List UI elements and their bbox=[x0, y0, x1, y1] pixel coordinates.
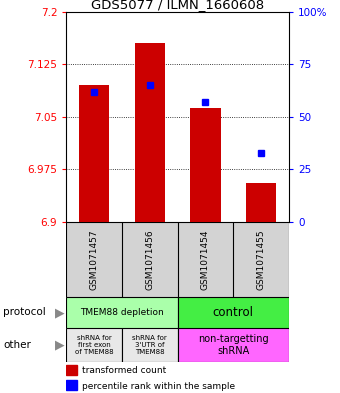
Text: GSM1071455: GSM1071455 bbox=[257, 229, 266, 290]
Text: GSM1071454: GSM1071454 bbox=[201, 229, 210, 290]
Bar bbox=[246, 184, 276, 222]
Text: ▶: ▶ bbox=[55, 338, 64, 351]
Text: shRNA for
3'UTR of
TMEM88: shRNA for 3'UTR of TMEM88 bbox=[133, 335, 167, 355]
Bar bbox=[122, 328, 178, 362]
Bar bbox=[178, 328, 289, 362]
Bar bbox=[79, 85, 109, 222]
Bar bbox=[66, 380, 76, 391]
Bar bbox=[135, 43, 165, 222]
Text: GSM1071456: GSM1071456 bbox=[145, 229, 154, 290]
Bar bbox=[66, 365, 76, 375]
Bar bbox=[66, 328, 122, 362]
Text: ▶: ▶ bbox=[55, 306, 64, 319]
Text: percentile rank within the sample: percentile rank within the sample bbox=[82, 382, 235, 391]
Text: control: control bbox=[213, 306, 254, 319]
Bar bbox=[178, 297, 289, 328]
Text: non-targetting
shRNA: non-targetting shRNA bbox=[198, 334, 269, 356]
Text: transformed count: transformed count bbox=[82, 366, 166, 375]
Bar bbox=[66, 297, 178, 328]
Title: GDS5077 / ILMN_1660608: GDS5077 / ILMN_1660608 bbox=[91, 0, 264, 11]
Text: GSM1071457: GSM1071457 bbox=[90, 229, 99, 290]
Text: protocol: protocol bbox=[3, 307, 46, 318]
Text: other: other bbox=[3, 340, 31, 350]
Text: shRNA for
first exon
of TMEM88: shRNA for first exon of TMEM88 bbox=[75, 335, 114, 355]
Bar bbox=[190, 108, 221, 222]
Text: TMEM88 depletion: TMEM88 depletion bbox=[80, 308, 164, 317]
